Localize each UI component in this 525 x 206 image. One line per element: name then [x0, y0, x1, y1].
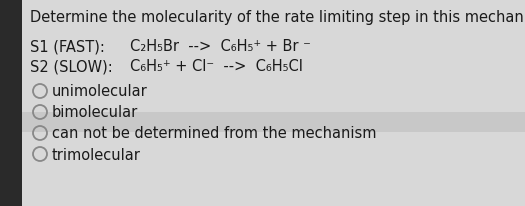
Bar	[0, 0, 22, 206]
Text: C₂H₅Br  -->  C₆H₅⁺ + Br ⁻: C₂H₅Br --> C₆H₅⁺ + Br ⁻	[130, 39, 311, 54]
Text: Determine the molecularity of the rate limiting step in this mechanism:: Determine the molecularity of the rate l…	[30, 10, 525, 25]
Text: S2 (SLOW):: S2 (SLOW):	[30, 59, 113, 74]
Text: C₆H₅⁺ + Cl⁻  -->  C₆H₅Cl: C₆H₅⁺ + Cl⁻ --> C₆H₅Cl	[130, 59, 303, 74]
Text: bimolecular: bimolecular	[52, 105, 138, 120]
Text: trimolecular: trimolecular	[52, 147, 141, 162]
Text: unimolecular: unimolecular	[52, 84, 148, 99]
Text: can not be determined from the mechanism: can not be determined from the mechanism	[52, 126, 376, 141]
Bar	[22, 112, 525, 132]
Text: S1 (FAST):: S1 (FAST):	[30, 39, 105, 54]
